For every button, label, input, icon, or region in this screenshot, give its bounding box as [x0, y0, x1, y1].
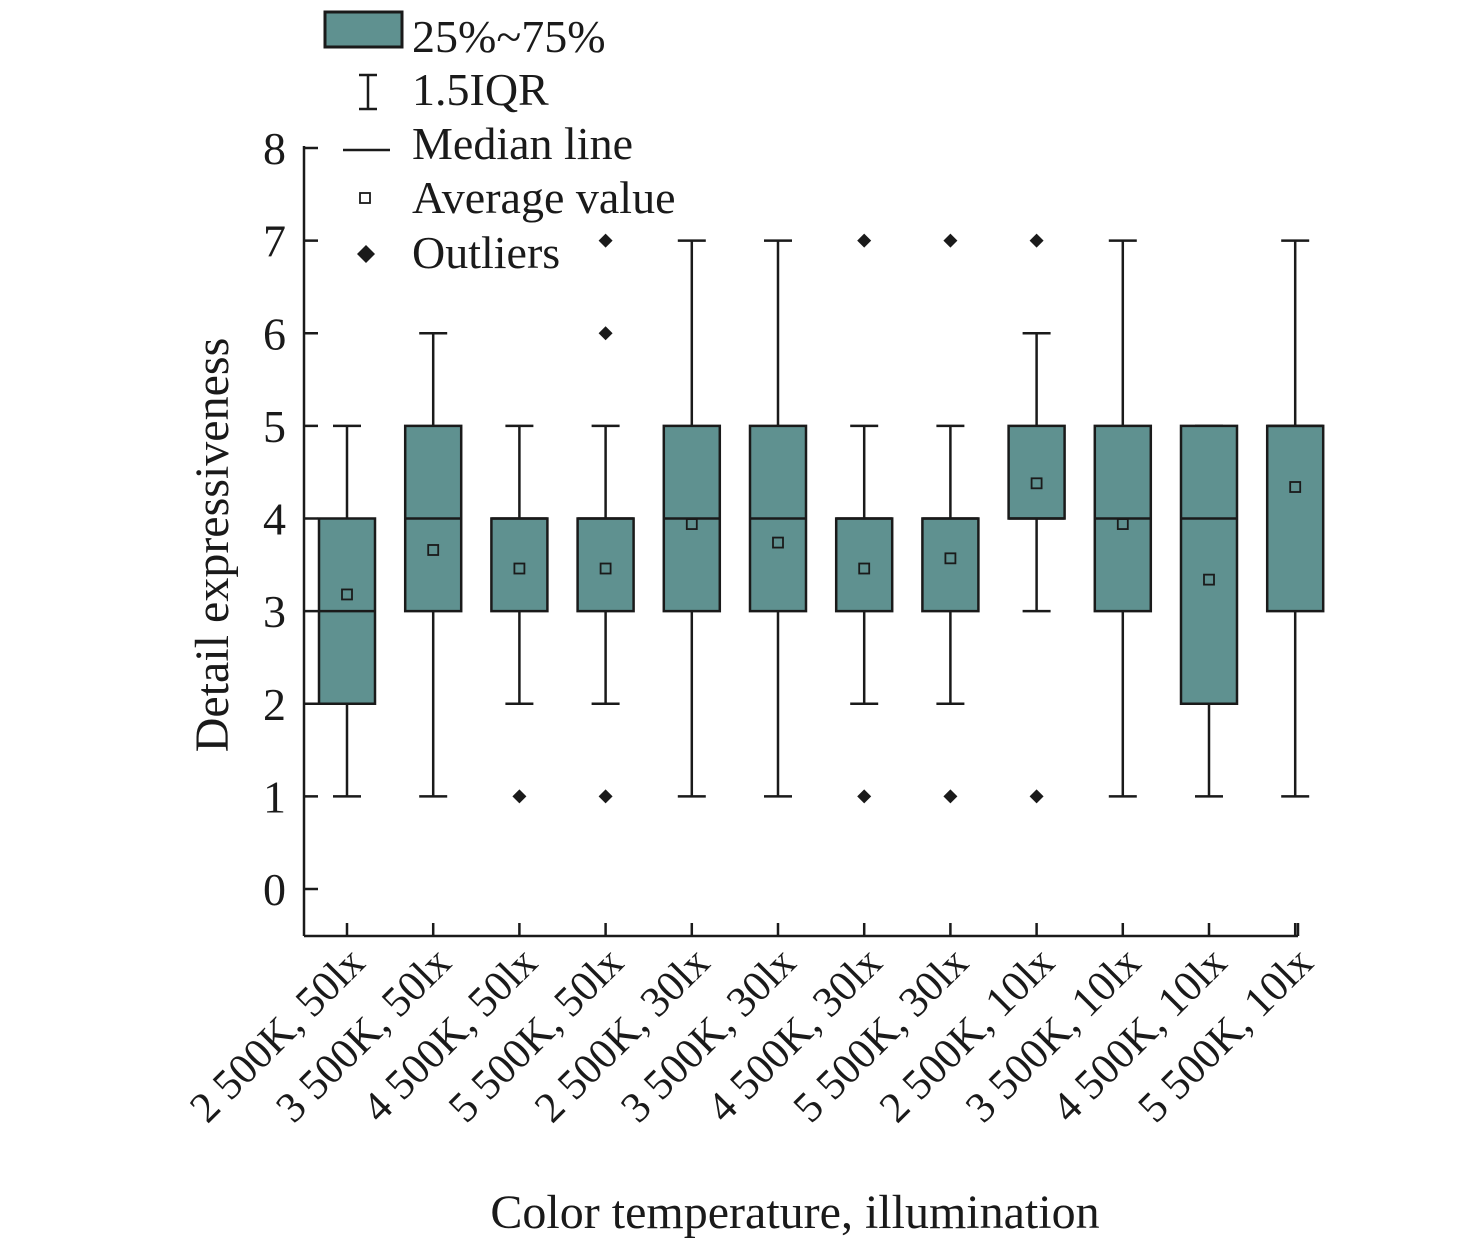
box-group	[748, 239, 808, 798]
x-axis-title: Color temperature, illumination	[490, 1186, 1099, 1239]
legend-label: 25%~75%	[412, 11, 606, 62]
y-tick-label: 4	[263, 494, 286, 545]
legend-label: Outliers	[412, 227, 560, 278]
mean-marker	[858, 562, 871, 575]
mean-marker	[1289, 481, 1302, 493]
y-tick-label: 3	[263, 586, 286, 637]
y-tick-label: 6	[263, 308, 286, 359]
outlier-point	[857, 789, 872, 804]
box-group	[1093, 239, 1153, 798]
mean-marker	[944, 552, 957, 565]
mean-marker	[1030, 477, 1043, 490]
mean-marker	[513, 562, 526, 575]
y-tick-label: 5	[263, 401, 286, 452]
box-group	[662, 239, 722, 798]
outlier-point	[598, 233, 613, 248]
mean-marker	[772, 536, 784, 549]
iqr-box	[1179, 424, 1239, 705]
mean-marker	[1203, 573, 1215, 586]
iqr-box	[834, 517, 894, 613]
mean-marker	[599, 562, 612, 575]
mean-marker	[1116, 518, 1129, 530]
outlier-point	[943, 789, 958, 804]
box-group	[1265, 239, 1325, 798]
legend-label: 1.5IQR	[412, 64, 549, 115]
iqr-box	[1265, 424, 1325, 613]
box-group	[1179, 424, 1239, 798]
legend-symbol-mean	[359, 192, 371, 204]
box-group	[576, 233, 635, 804]
outlier-point	[512, 789, 527, 804]
legend-mean-marker	[359, 192, 371, 204]
box-group	[317, 424, 377, 798]
y-tick-label: 7	[263, 216, 286, 267]
iqr-box	[1007, 424, 1066, 520]
outlier-point	[598, 326, 613, 341]
box-group	[834, 233, 894, 804]
box-group	[921, 233, 980, 804]
mean-marker	[341, 588, 353, 601]
legend-box-swatch	[323, 10, 404, 49]
iqr-box	[921, 517, 980, 613]
iqr-box	[576, 517, 635, 613]
outlier-point	[1029, 789, 1044, 804]
box-group	[490, 424, 549, 804]
iqr-box	[490, 517, 549, 613]
outlier-point	[857, 233, 872, 248]
y-tick-label: 1	[263, 771, 286, 822]
y-tick-label: 8	[263, 123, 286, 174]
y-tick-label: 2	[263, 679, 286, 730]
mean-marker	[427, 544, 440, 556]
outlier-point	[1029, 233, 1044, 248]
mean-marker	[685, 518, 698, 530]
legend-symbol-whisker	[359, 73, 377, 111]
box-series	[317, 233, 1325, 804]
legend-symbol-outlier	[357, 245, 375, 263]
legend-label: Average value	[412, 172, 676, 223]
box-group	[403, 332, 463, 798]
outlier-point	[943, 233, 958, 248]
legend-outlier-marker	[357, 245, 375, 263]
outlier-point	[598, 789, 613, 804]
y-tick-label: 0	[263, 864, 286, 915]
box-group	[1007, 233, 1066, 804]
y-axis-title: Detail expressiveness	[186, 338, 239, 753]
legend-label: Median line	[412, 118, 633, 169]
legend-symbol-box	[323, 10, 404, 49]
